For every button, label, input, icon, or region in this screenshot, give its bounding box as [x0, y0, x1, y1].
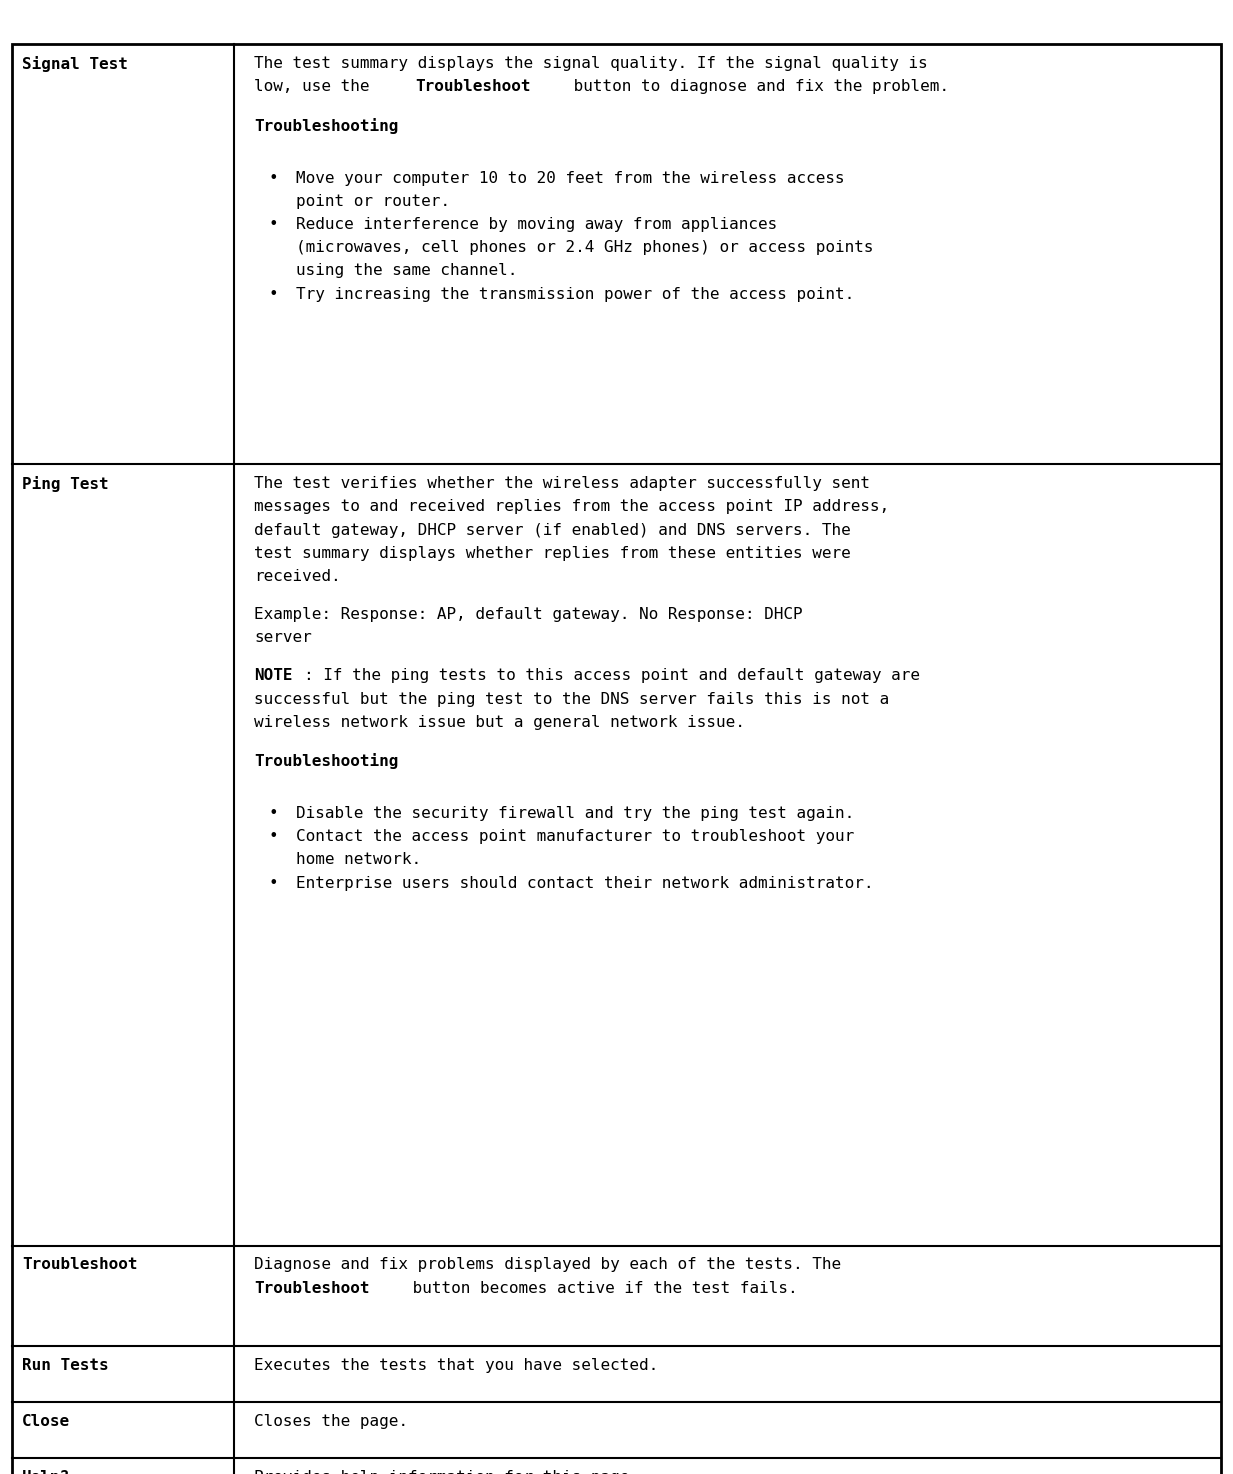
Text: messages to and received replies from the access point IP address,: messages to and received replies from th…	[254, 500, 889, 514]
Text: The test verifies whether the wireless adapter successfully sent: The test verifies whether the wireless a…	[254, 476, 870, 491]
Text: Contact the access point manufacturer to troubleshoot your: Contact the access point manufacturer to…	[296, 830, 854, 845]
Text: Close: Close	[22, 1414, 70, 1428]
Text: test summary displays whether replies from these entities were: test summary displays whether replies fr…	[254, 545, 851, 560]
Text: Reduce interference by moving away from appliances: Reduce interference by moving away from …	[296, 217, 777, 231]
Text: home network.: home network.	[296, 852, 420, 867]
Text: Run Tests: Run Tests	[22, 1358, 109, 1372]
Text: Ping Test: Ping Test	[22, 476, 109, 492]
Text: low, use the: low, use the	[254, 80, 379, 94]
Text: NOTE: NOTE	[254, 668, 292, 684]
Text: The test summary displays the signal quality. If the signal quality is: The test summary displays the signal qua…	[254, 56, 927, 71]
Text: Signal Test: Signal Test	[22, 56, 128, 72]
Text: Closes the page.: Closes the page.	[254, 1414, 408, 1428]
Text: •: •	[269, 171, 279, 186]
Text: point or router.: point or router.	[296, 195, 450, 209]
Text: received.: received.	[254, 569, 340, 584]
Text: button becomes active if the test fails.: button becomes active if the test fails.	[403, 1281, 798, 1296]
Text: •: •	[269, 876, 279, 890]
Text: •: •	[269, 830, 279, 845]
Text: successful but the ping test to the DNS server fails this is not a: successful but the ping test to the DNS …	[254, 691, 889, 706]
Text: Diagnose and fix problems displayed by each of the tests. The: Diagnose and fix problems displayed by e…	[254, 1257, 841, 1272]
Text: server: server	[254, 631, 312, 646]
Text: button to diagnose and fix the problem.: button to diagnose and fix the problem.	[565, 80, 949, 94]
Text: Enterprise users should contact their network administrator.: Enterprise users should contact their ne…	[296, 876, 873, 890]
Text: •: •	[269, 806, 279, 821]
Text: Troubleshooting: Troubleshooting	[254, 753, 398, 769]
Text: wireless network issue but a general network issue.: wireless network issue but a general net…	[254, 715, 745, 730]
Text: Disable the security firewall and try the ping test again.: Disable the security firewall and try th…	[296, 806, 854, 821]
Text: Troubleshooting: Troubleshooting	[254, 118, 398, 134]
Text: Provides help information for this page.: Provides help information for this page.	[254, 1470, 639, 1474]
Text: •: •	[269, 217, 279, 231]
Text: Example: Response: AP, default gateway. No Response: DHCP: Example: Response: AP, default gateway. …	[254, 607, 803, 622]
Text: using the same channel.: using the same channel.	[296, 264, 518, 279]
Text: : If the ping tests to this access point and default gateway are: : If the ping tests to this access point…	[303, 668, 920, 684]
Text: Move your computer 10 to 20 feet from the wireless access: Move your computer 10 to 20 feet from th…	[296, 171, 845, 186]
Text: Executes the tests that you have selected.: Executes the tests that you have selecte…	[254, 1358, 658, 1372]
Text: default gateway, DHCP server (if enabled) and DNS servers. The: default gateway, DHCP server (if enabled…	[254, 523, 851, 538]
Text: •: •	[269, 286, 279, 302]
Text: Troubleshoot: Troubleshoot	[22, 1257, 138, 1272]
Text: Troubleshoot: Troubleshoot	[416, 80, 531, 94]
Text: (microwaves, cell phones or 2.4 GHz phones) or access points: (microwaves, cell phones or 2.4 GHz phon…	[296, 240, 873, 255]
Text: Try increasing the transmission power of the access point.: Try increasing the transmission power of…	[296, 286, 854, 302]
Text: Help?: Help?	[22, 1470, 70, 1474]
Text: Troubleshoot: Troubleshoot	[254, 1281, 370, 1296]
